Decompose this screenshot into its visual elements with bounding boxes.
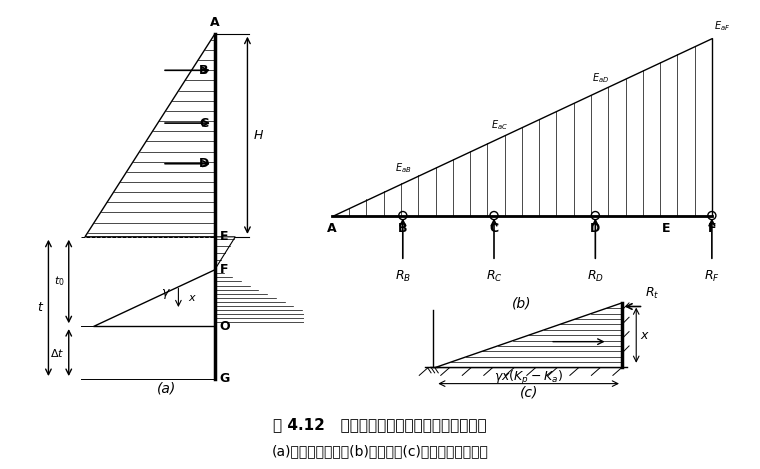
Text: 图 4.12   等值梁法计算多层支撑板桦计算简图: 图 4.12 等值梁法计算多层支撑板桦计算简图 bbox=[273, 417, 487, 432]
Text: $R_C$: $R_C$ bbox=[486, 269, 502, 284]
Polygon shape bbox=[332, 38, 712, 216]
Text: x: x bbox=[188, 293, 195, 303]
Text: x: x bbox=[641, 329, 648, 342]
Text: $E_{aD}$: $E_{aD}$ bbox=[592, 71, 609, 85]
Text: C: C bbox=[200, 117, 209, 129]
Text: E: E bbox=[220, 230, 228, 243]
Text: A: A bbox=[210, 16, 220, 29]
Text: D: D bbox=[198, 157, 209, 170]
Text: B: B bbox=[199, 64, 209, 77]
Text: A: A bbox=[327, 222, 337, 234]
Text: D: D bbox=[591, 222, 600, 234]
Text: (a): (a) bbox=[157, 381, 176, 395]
Text: F: F bbox=[220, 263, 228, 276]
Polygon shape bbox=[435, 303, 622, 368]
Text: $\Delta t$: $\Delta t$ bbox=[50, 347, 65, 359]
Text: $R_D$: $R_D$ bbox=[587, 269, 604, 284]
Text: (b): (b) bbox=[512, 296, 531, 310]
Text: F: F bbox=[708, 222, 716, 234]
Text: E: E bbox=[662, 222, 670, 234]
Text: C: C bbox=[489, 222, 499, 234]
Text: $E_{aF}$: $E_{aF}$ bbox=[714, 19, 730, 33]
Text: $\gamma x(K_p-K_a)$: $\gamma x(K_p-K_a)$ bbox=[494, 369, 563, 387]
Text: $E_{aB}$: $E_{aB}$ bbox=[394, 161, 411, 175]
Text: $E_{aC}$: $E_{aC}$ bbox=[490, 119, 508, 132]
Text: $R_F$: $R_F$ bbox=[704, 269, 720, 284]
Text: (a)土压力分布图；(b)等值梁；(c)人土深度计算简图: (a)土压力分布图；(b)等值梁；(c)人土深度计算简图 bbox=[271, 444, 489, 458]
Text: $R_B$: $R_B$ bbox=[394, 269, 411, 284]
Text: O: O bbox=[220, 320, 230, 333]
Polygon shape bbox=[93, 269, 215, 326]
Text: H: H bbox=[254, 129, 263, 142]
Text: $t_0$: $t_0$ bbox=[54, 274, 65, 288]
Polygon shape bbox=[215, 237, 236, 269]
Text: G: G bbox=[220, 372, 230, 386]
Text: B: B bbox=[398, 222, 407, 234]
Text: t: t bbox=[37, 302, 43, 314]
Text: (c): (c) bbox=[519, 386, 538, 400]
Text: $R_t$: $R_t$ bbox=[645, 286, 660, 301]
Polygon shape bbox=[85, 34, 215, 237]
Text: $\gamma$: $\gamma$ bbox=[161, 287, 171, 301]
